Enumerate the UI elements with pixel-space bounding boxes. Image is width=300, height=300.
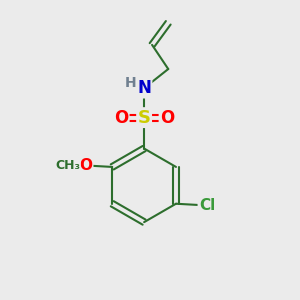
Text: O: O xyxy=(160,109,174,127)
Text: H: H xyxy=(125,76,137,90)
Text: N: N xyxy=(137,79,151,97)
Text: CH₃: CH₃ xyxy=(55,159,80,172)
Text: O: O xyxy=(114,109,128,127)
Text: S: S xyxy=(138,109,151,127)
Text: O: O xyxy=(79,158,92,173)
Text: Cl: Cl xyxy=(199,198,215,213)
